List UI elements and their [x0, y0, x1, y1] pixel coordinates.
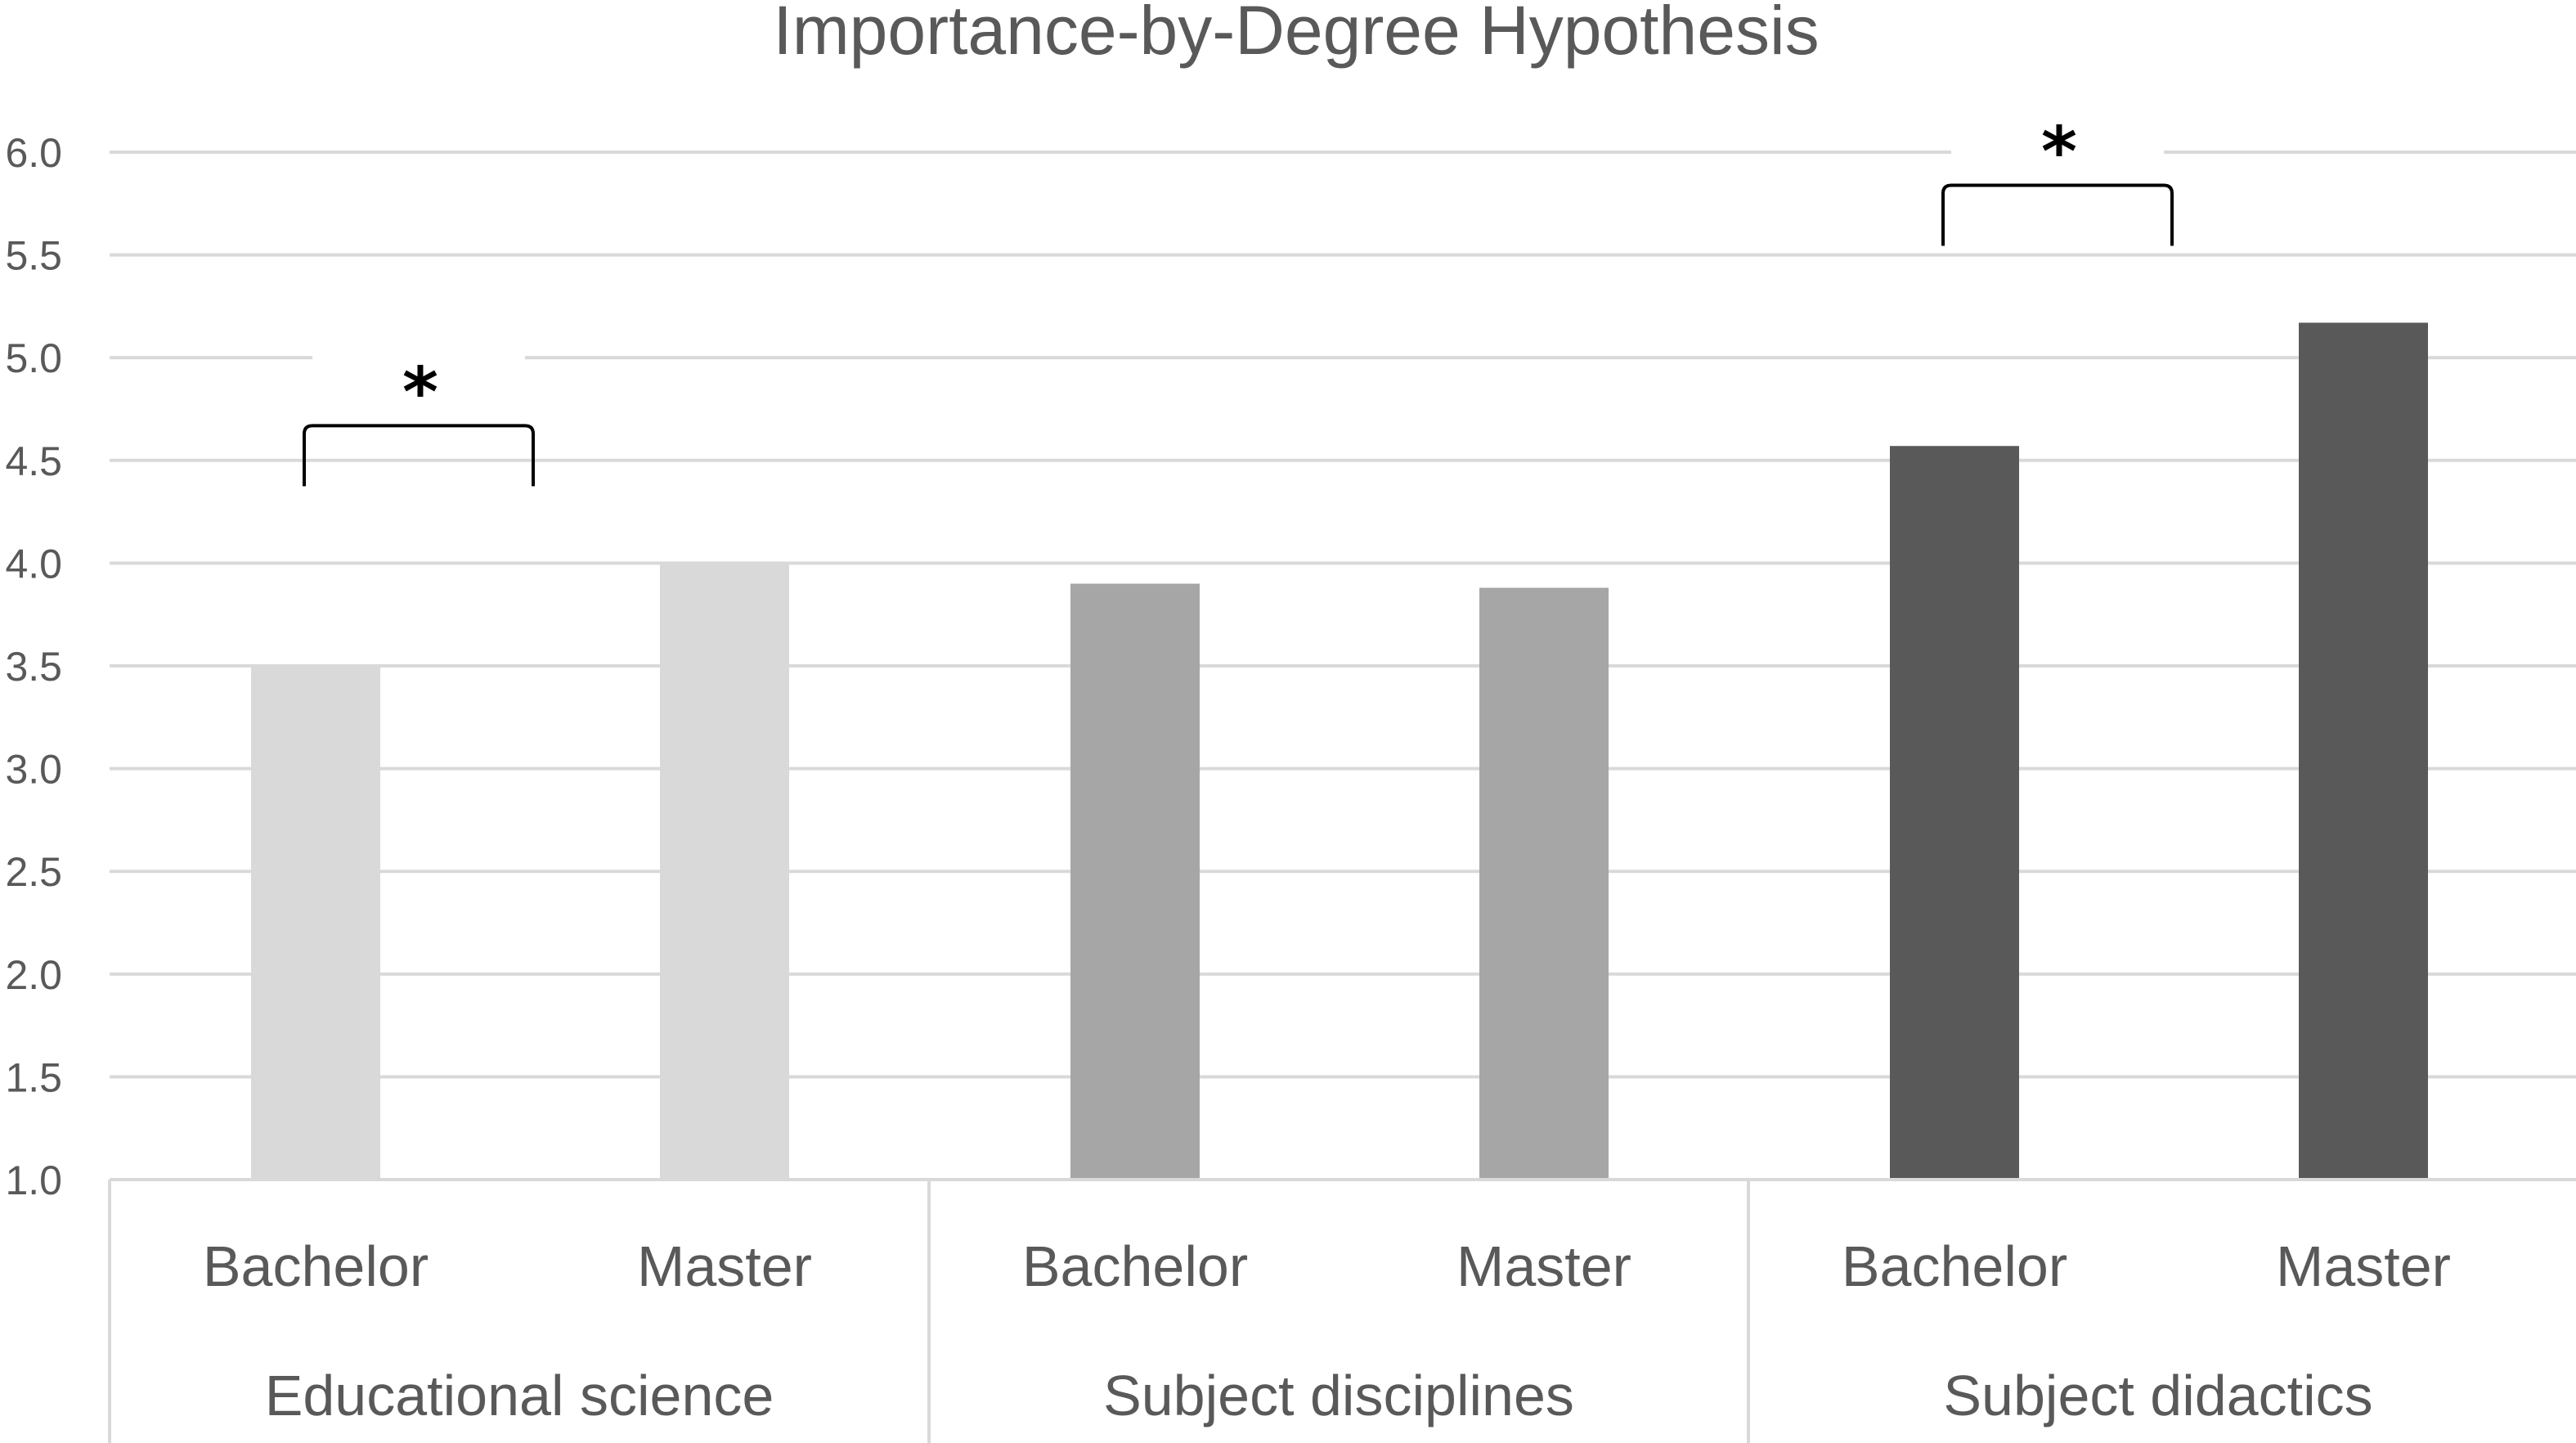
bar-educational-science-master — [660, 563, 789, 1180]
bar-subject-didactics-bachelor — [1890, 446, 2019, 1180]
x-category-label: Master — [2276, 1234, 2451, 1298]
significance-bracket — [303, 424, 535, 487]
bar-educational-science-bachelor — [251, 666, 380, 1180]
chart-title: Importance-by-Degree Hypothesis — [773, 0, 1819, 69]
x-category-label: Bachelor — [1842, 1234, 2067, 1298]
y-tick-label: 2.5 — [5, 849, 62, 895]
y-axis-tick-labels: 1.0 1.5 2.0 2.5 3.0 3.5 4.0 4.5 5.0 5.5 6.0 — [5, 130, 62, 1203]
y-tick-label: 5.5 — [5, 233, 62, 279]
star-background — [1951, 62, 2164, 161]
y-tick-label: 3.0 — [5, 747, 62, 793]
significance-star: * — [2041, 111, 2077, 191]
significance-brackets: ** — [303, 62, 2174, 487]
y-tick-label: 5.0 — [5, 335, 62, 381]
bar-subject-disciplines-bachelor — [1070, 583, 1200, 1180]
y-tick-label: 4.5 — [5, 438, 62, 484]
x-group-label: Subject disciplines — [1103, 1364, 1574, 1427]
significance-star: * — [402, 352, 438, 432]
gridlines — [110, 151, 2576, 1079]
y-tick-label: 6.0 — [5, 130, 62, 176]
star-background — [312, 303, 525, 402]
significance-bracket — [1941, 183, 2174, 246]
x-category-label: Master — [1456, 1234, 1631, 1298]
y-tick-label: 2.0 — [5, 952, 62, 998]
x-category-label: Bachelor — [1022, 1234, 1248, 1298]
x-group-label: Subject didactics — [1943, 1364, 2372, 1427]
y-tick-label: 4.0 — [5, 541, 62, 587]
x-category-label: Bachelor — [203, 1234, 429, 1298]
x-category-label: Master — [637, 1234, 812, 1298]
y-tick-label: 1.5 — [5, 1054, 62, 1100]
y-tick-label: 1.0 — [5, 1158, 62, 1203]
bars — [251, 322, 2428, 1180]
bar-subject-disciplines-master — [1479, 587, 1609, 1180]
x-group-label: Educational science — [265, 1364, 774, 1427]
x-axis: Bachelor Master Educational science Bachelo… — [108, 1178, 2576, 1443]
y-tick-label: 3.5 — [5, 644, 62, 690]
bar-subject-didactics-master — [2299, 322, 2428, 1180]
